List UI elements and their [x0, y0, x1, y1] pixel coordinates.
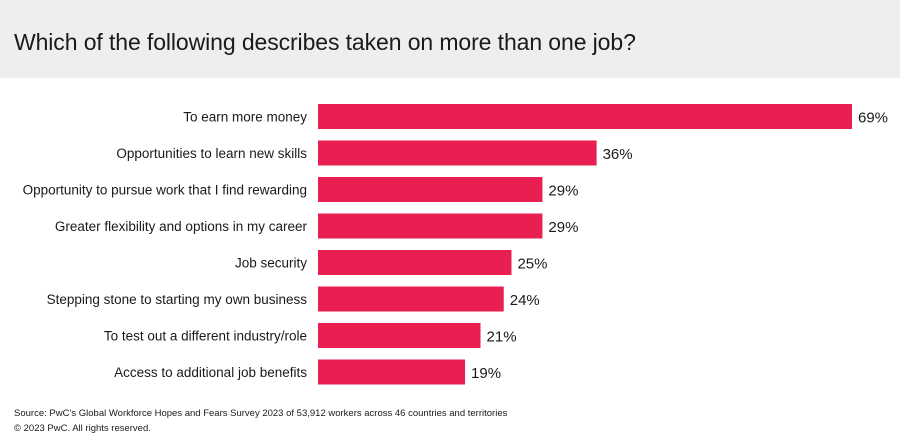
bar — [318, 359, 466, 385]
value-label: 29% — [548, 183, 578, 200]
bar — [318, 250, 512, 275]
value-label: 29% — [548, 219, 578, 236]
bar — [318, 213, 543, 239]
footer: Source: PwC’s Global Workforce Hopes and… — [14, 406, 507, 436]
bar — [318, 286, 504, 312]
value-label: 19% — [471, 365, 501, 382]
category-label: Access to additional job benefits — [114, 365, 307, 380]
bar — [318, 323, 481, 348]
bar — [318, 104, 852, 129]
value-label: 25% — [517, 256, 547, 273]
category-label: Stepping stone to starting my own busine… — [47, 292, 308, 307]
bar — [318, 177, 543, 202]
source-note: Source: PwC’s Global Workforce Hopes and… — [14, 408, 508, 419]
category-label: Greater flexibility and options in my ca… — [55, 219, 308, 234]
value-label: 21% — [487, 329, 517, 346]
chart-title: Which of the following describes taken o… — [14, 29, 636, 55]
value-label: 24% — [510, 292, 540, 309]
value-label: 36% — [603, 146, 633, 163]
category-label: To earn more money — [183, 110, 307, 125]
category-label: Job security — [235, 256, 307, 271]
copyright-note: © 2023 PwC. All rights reserved. — [14, 423, 151, 434]
value-label: 69% — [858, 110, 888, 127]
category-label: Opportunity to pursue work that I find r… — [23, 183, 307, 198]
title-band: Which of the following describes taken o… — [0, 0, 900, 78]
category-label: Opportunities to learn new skills — [116, 146, 307, 161]
bar-chart: To earn more money 69% Opportunities to le… — [23, 104, 888, 385]
category-label: To test out a different industry/role — [104, 329, 307, 344]
bar — [318, 140, 597, 166]
